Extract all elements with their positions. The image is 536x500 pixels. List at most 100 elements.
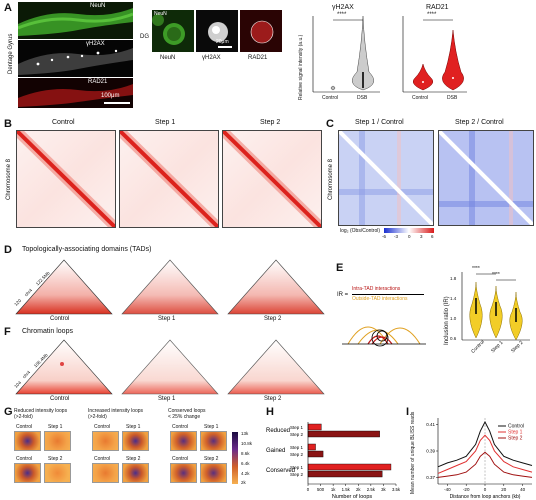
- ir-fraction-bar: [352, 294, 424, 295]
- loop-label-step2: Step 2: [264, 396, 282, 402]
- ir-sig-1: ****: [472, 266, 480, 272]
- h-step-label-0-0: Step 1: [290, 425, 304, 430]
- zoom-rad21-cell: [250, 20, 274, 44]
- loop-label-step1: Step 1: [158, 396, 176, 402]
- h-xtick-label-3: 1.5k: [342, 487, 351, 492]
- g-r1-control-a: Control: [16, 424, 33, 430]
- g-r1-step1-a: Step 1: [48, 424, 63, 430]
- rad21-channel-label: RAD21: [88, 79, 108, 85]
- violin-plots: [312, 15, 467, 93]
- h-bar-2-0: [307, 463, 392, 471]
- g-cbar-tick-3: 6.4k: [241, 461, 250, 466]
- apa-r1-1: [14, 431, 41, 451]
- g-cbar-tick-0: 13k: [241, 431, 249, 436]
- ratio-title-step1: Step 1 / Control: [355, 119, 404, 126]
- cbar-c-tick-4: 6: [431, 234, 434, 239]
- h-bar-1-1: [307, 450, 324, 458]
- i-legend-label-2: Step 2: [508, 436, 523, 442]
- zoom-label-neun: NeuN: [160, 55, 176, 61]
- apa-r2-1: [14, 463, 41, 483]
- h-xtick-label-2: 1k: [331, 487, 336, 492]
- ratio-title-step2: Step 2 / Control: [455, 119, 504, 126]
- tad-label-control: Control: [50, 316, 70, 322]
- hic-step2-svg: [223, 131, 321, 227]
- ir-tick-06: 0.6: [450, 336, 457, 341]
- h-bar-2-1: [307, 470, 383, 478]
- neun-stain: [18, 8, 133, 36]
- i-ytick-label-0: 0.41: [426, 422, 435, 427]
- h-xtick-label-4: 2k: [356, 487, 361, 492]
- colorbar-g: [232, 432, 238, 484]
- ir-formula-lhs: IR =: [337, 292, 349, 298]
- loop-label-control: Control: [50, 396, 70, 402]
- rad21-stain: [18, 84, 133, 107]
- cbar-c-tick-0: -6: [382, 234, 387, 239]
- g-r1-control-c: Control: [172, 424, 189, 430]
- g-r2-control-b: Control: [94, 456, 111, 462]
- i-xtick-label-3: 20: [501, 487, 507, 492]
- violin-y-label: Relative signal intensity (a.u.): [298, 34, 304, 100]
- gh2ax-image: γH2AX: [18, 40, 133, 77]
- g-r2-control-a: Control: [16, 456, 33, 462]
- ir-numerator: Intra-TAD interactions: [352, 286, 401, 292]
- i-y-label: Mean number of unique BLISS reads: [410, 411, 416, 494]
- g-cbar-tick-1: 10.8k: [241, 441, 253, 446]
- ir-violin-plot: [461, 272, 530, 341]
- violin-x-dsb-1: DSB: [357, 95, 368, 101]
- tad-label-step1: Step 1: [158, 316, 176, 322]
- violin-sig-rad21: ****: [427, 12, 437, 18]
- panel-letter-h: H: [266, 406, 274, 418]
- h-step-label-2-0: Step 1: [290, 465, 304, 470]
- hic-title-control: Control: [52, 119, 75, 126]
- violin-title-gh2ax: γH2AX: [332, 4, 354, 11]
- panel-letter-g: G: [4, 406, 13, 418]
- loop-triangles: [15, 339, 325, 395]
- ratio-step2-svg: [439, 131, 533, 225]
- i-series-control: [437, 420, 533, 468]
- zoom-gh2ax-cell: [208, 22, 228, 42]
- hic-title-step2: Step 2: [260, 119, 281, 126]
- violin-x-control-1: Control: [322, 95, 339, 101]
- apa-r2-2: [44, 463, 71, 483]
- h-xtick-label-5: 2.5k: [367, 487, 376, 492]
- hic-title-step1: Step 1: [155, 119, 176, 126]
- g-cbar-tick-5: 2k: [241, 480, 246, 485]
- cbar-c-tick-3: 3: [420, 234, 423, 239]
- panel-letter-c: C: [326, 118, 334, 130]
- rad21-image: RAD21 100μm: [18, 78, 133, 108]
- ir-tick-18: 1.8: [450, 276, 457, 281]
- dg-label: DG: [140, 34, 149, 40]
- g-title-conserved: Conserved loops < 25% change: [168, 408, 206, 420]
- g-cbar-tick-2: 8.6k: [241, 451, 250, 456]
- h-bar-1-0: [307, 443, 316, 451]
- ir-tick-10: 1.0: [450, 316, 457, 321]
- cbar-c-tick-1: -3: [394, 234, 399, 239]
- violin-x-control-2: Control: [412, 95, 429, 101]
- zoom-neun-arrow-label: NeuN: [154, 11, 167, 17]
- i-xtick-label-0: -40: [444, 487, 451, 492]
- apa-r1-4: [122, 431, 149, 451]
- scale-bar-label: 100μm: [101, 93, 120, 99]
- zoom-neun: NeuN: [152, 10, 194, 52]
- zoom-label-rad21: RAD21: [248, 55, 268, 61]
- hic-map-control: [16, 130, 116, 228]
- h-step-label-2-1: Step 2: [290, 472, 304, 477]
- gh2ax-stain: [18, 48, 133, 75]
- apa-r2-3: [92, 463, 119, 483]
- apa-r1-2: [44, 431, 71, 451]
- zoom-gh2ax: 20μm: [196, 10, 238, 52]
- i-legend-label-0: Control: [508, 424, 524, 430]
- g-r2-step2-c: Step 2: [204, 456, 219, 462]
- hic-step1-svg: [120, 131, 218, 227]
- hic-map-step2: [222, 130, 322, 228]
- zoom-rad21: [240, 10, 282, 52]
- h-group-label-1: Gained: [266, 448, 285, 454]
- g-r1-step1-c: Step 1: [204, 424, 219, 430]
- i-xtick-label-2: 0: [484, 487, 487, 492]
- i-ytick-label-1: 0.39: [426, 449, 435, 454]
- ir-tick-14: 1.4: [450, 296, 457, 301]
- violin-title-rad21: RAD21: [426, 4, 449, 11]
- h-bar-0-1: [307, 430, 380, 438]
